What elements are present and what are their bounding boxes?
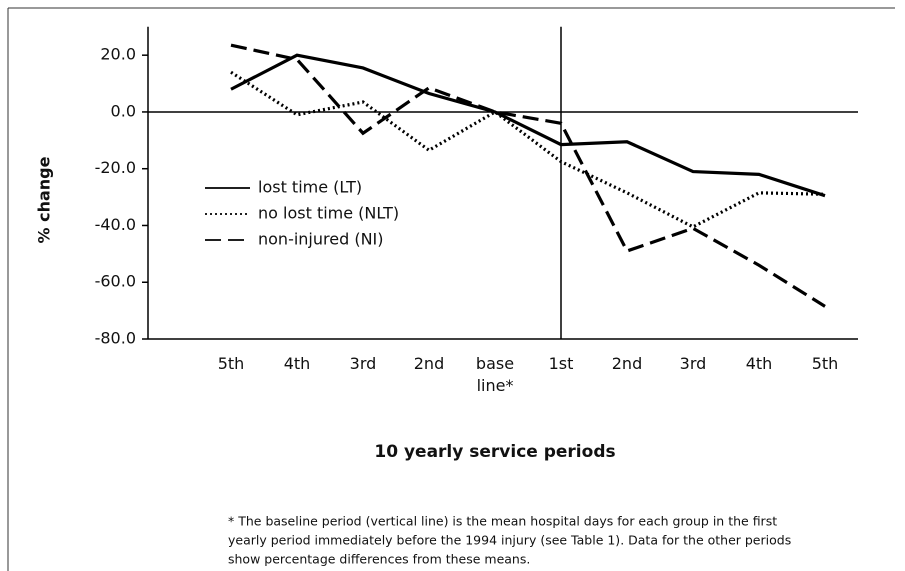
x-tick-label: 4th [745, 354, 773, 373]
x-tick-label: 5th [217, 354, 245, 373]
y-tick-label: -20.0 [95, 158, 136, 177]
legend-label: no lost time (NLT) [258, 204, 399, 223]
y-tick-label: 20.0 [100, 45, 136, 64]
x-tick-label: 3rd [349, 354, 377, 373]
legend-label: non-injured (NI) [258, 230, 384, 249]
y-tick-label: 0.0 [111, 101, 136, 120]
series-line [230, 70, 826, 229]
x-tick-label: 4th [283, 354, 311, 373]
footnote: show percentage differences from these m… [228, 552, 530, 567]
y-axis-label: % change [35, 156, 54, 243]
x-tick-label: 2nd [611, 354, 643, 373]
y-tick-label: -60.0 [95, 272, 136, 291]
x-tick-label: 1st [548, 354, 574, 373]
series-line [230, 43, 826, 308]
footnote: * The baseline period (vertical line) is… [228, 514, 777, 529]
x-axis-label: 10 yearly service periods [374, 442, 615, 462]
x-tick-label: 2nd [413, 354, 445, 373]
x-tick-label: 5th [811, 354, 839, 373]
y-tick-label: -40.0 [95, 215, 136, 234]
y-tick-label: -80.0 [95, 329, 136, 348]
legend-label: lost time (LT) [258, 178, 362, 197]
series-line [230, 53, 826, 198]
x-tick-label: 3rd [679, 354, 707, 373]
footnote: yearly period immediately before the 199… [228, 533, 791, 548]
x-tick-label: base line* [475, 354, 515, 395]
